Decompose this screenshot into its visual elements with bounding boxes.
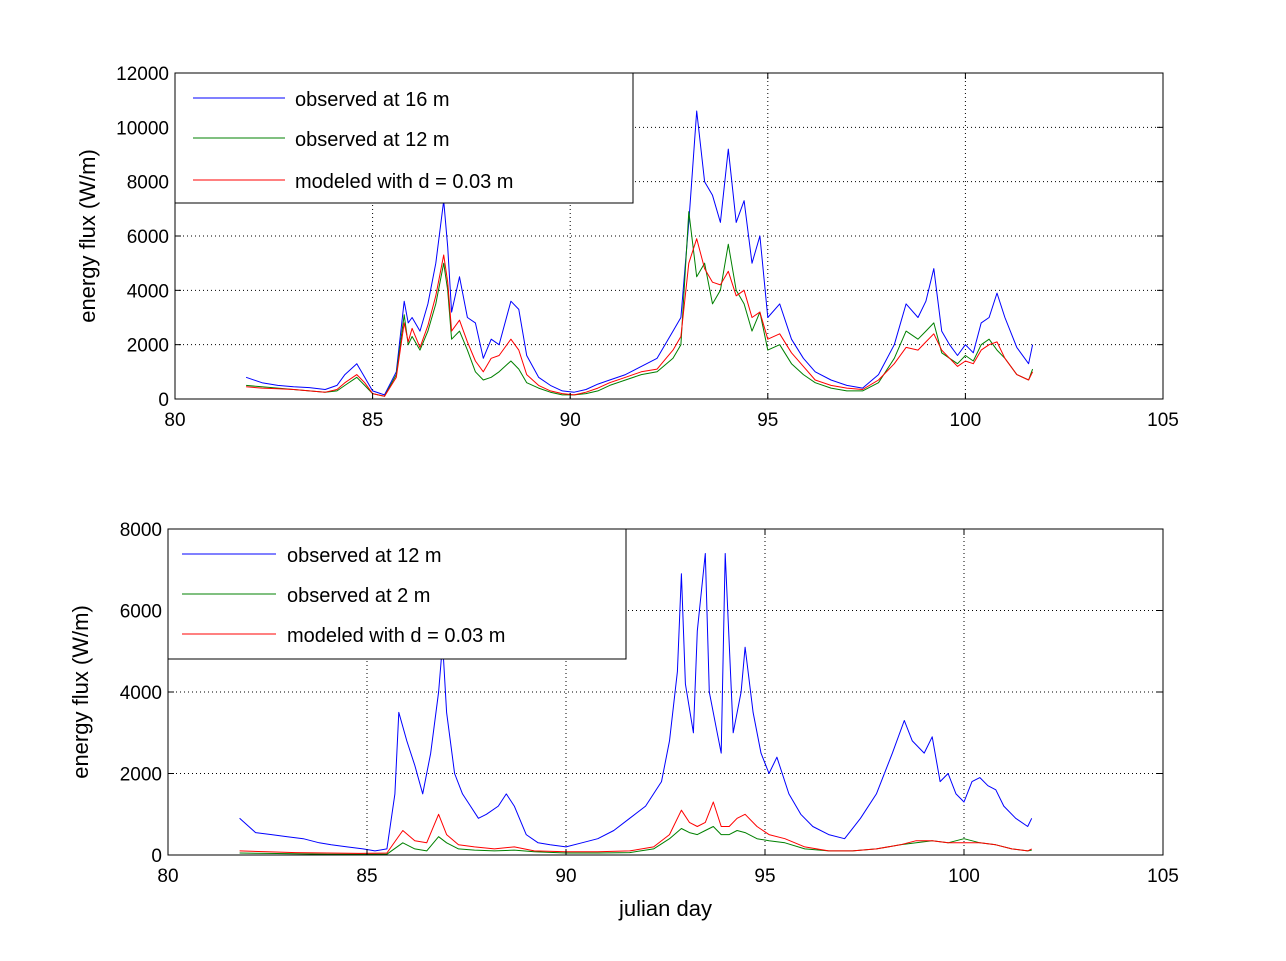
- legend-label: observed at 12 m: [295, 129, 450, 151]
- y-tick-label: 0: [158, 390, 169, 411]
- y-tick-label: 0: [151, 846, 162, 867]
- x-tick-label: 85: [356, 866, 377, 887]
- x-tick-label: 80: [164, 410, 185, 431]
- x-tick-label: 90: [555, 866, 576, 887]
- x-tick-label: 80: [157, 866, 178, 887]
- x-tick-label: 100: [948, 866, 980, 887]
- x-tick-label: 105: [1147, 866, 1179, 887]
- legend: observed at 12 m observed at 2 m modeled w…: [167, 528, 627, 660]
- y-tick-label: 2000: [120, 765, 162, 786]
- y-axis-label: energy flux (W/m): [75, 149, 100, 323]
- series-line-3: [246, 238, 1034, 397]
- series-line-3: [239, 801, 1032, 854]
- series-line-1: [245, 110, 1034, 396]
- y-tick-label: 8000: [127, 173, 169, 194]
- x-tick-label: 100: [950, 410, 982, 431]
- y-tick-label: 12000: [116, 64, 169, 85]
- series-line-2: [246, 211, 1034, 397]
- x-axis-label: julian day: [618, 896, 712, 921]
- y-tick-label: 6000: [127, 227, 169, 248]
- y-tick-label: 6000: [120, 602, 162, 623]
- x-tick-label: 105: [1147, 410, 1179, 431]
- series-line-1: [239, 553, 1033, 852]
- y-tick-label: 4000: [127, 281, 169, 302]
- series-line-2: [239, 826, 1032, 855]
- legend-label: observed at 12 m: [287, 545, 442, 567]
- legend-label: modeled with d = 0.03 m: [287, 625, 505, 647]
- legend-label: observed at 16 m: [295, 89, 450, 111]
- y-tick-label: 2000: [127, 336, 169, 357]
- y-tick-label: 8000: [120, 520, 162, 541]
- x-tick-label: 85: [362, 410, 383, 431]
- legend-label: observed at 2 m: [287, 585, 430, 607]
- y-axis-label: energy flux (W/m): [68, 605, 93, 779]
- legend-label: modeled with d = 0.03 m: [295, 171, 513, 193]
- x-tick-label: 95: [757, 410, 778, 431]
- legend: observed at 16 m observed at 12 m modeled …: [174, 72, 634, 204]
- x-tick-label: 95: [754, 866, 775, 887]
- y-tick-label: 10000: [116, 118, 169, 139]
- x-tick-label: 90: [560, 410, 581, 431]
- top-plot: 80 85 90 95 100 10502000400060008000100001200…: [75, 64, 1179, 431]
- y-tick-label: 4000: [120, 683, 162, 704]
